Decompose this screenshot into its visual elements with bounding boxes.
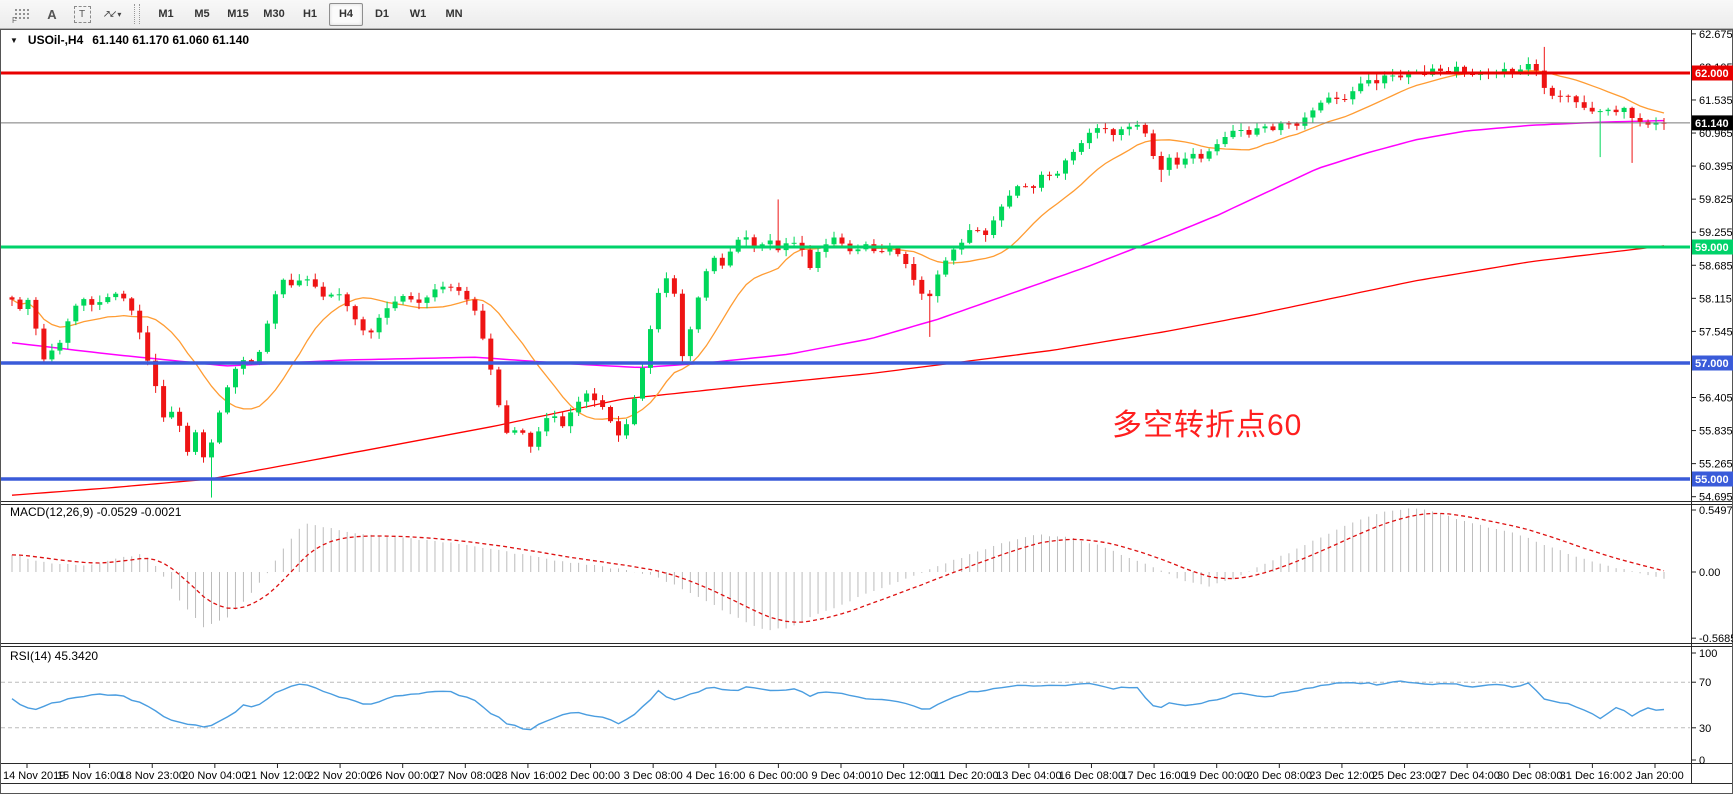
dropdown-caret-icon: ▾ xyxy=(117,9,122,19)
text-tool-glyph: T xyxy=(73,5,91,23)
svg-text:18 Nov 23:00: 18 Nov 23:00 xyxy=(120,770,185,782)
price-badge-62.000 xyxy=(1692,65,1733,81)
svg-text:11 Dec 20:00: 11 Dec 20:00 xyxy=(934,770,999,782)
chart-title-bar[interactable]: ▼ USOil-,H4 61.140 61.170 61.060 61.140 xyxy=(10,33,249,47)
svg-text:55.835: 55.835 xyxy=(1699,426,1733,438)
macd-label: MACD(12,26,9) -0.0529 -0.0021 xyxy=(10,505,182,519)
svg-text:59.000: 59.000 xyxy=(1695,242,1729,254)
svg-text:62.000: 62.000 xyxy=(1695,68,1729,80)
text-label-tool-glyph: A xyxy=(47,6,57,22)
svg-text:61.535: 61.535 xyxy=(1699,95,1733,107)
svg-text:0.00: 0.00 xyxy=(1699,567,1720,579)
svg-text:54.695: 54.695 xyxy=(1699,492,1733,504)
svg-text:31 Dec 16:00: 31 Dec 16:00 xyxy=(1560,770,1625,782)
svg-text:57.545: 57.545 xyxy=(1699,326,1733,338)
svg-text:61.140: 61.140 xyxy=(1695,118,1729,130)
svg-text:4 Dec 16:00: 4 Dec 16:00 xyxy=(686,770,745,782)
svg-text:55.265: 55.265 xyxy=(1699,459,1733,471)
svg-text:14 Nov 2019: 14 Nov 2019 xyxy=(3,770,65,782)
dot-grid-glyph xyxy=(14,7,30,21)
chevron-down-icon[interactable]: ▼ xyxy=(10,35,18,45)
chart-canvas[interactable]: MACD(12,26,9) -0.0529 -0.0021 RSI(14) 45.… xyxy=(0,29,1733,794)
svg-text:2 Jan 20:00: 2 Jan 20:00 xyxy=(1626,770,1684,782)
svg-text:60.965: 60.965 xyxy=(1699,128,1733,140)
svg-text:27 Nov 08:00: 27 Nov 08:00 xyxy=(433,770,498,782)
svg-text:59.825: 59.825 xyxy=(1699,194,1733,206)
svg-text:57.000: 57.000 xyxy=(1695,358,1729,370)
symbol-period-label: USOil-,H4 xyxy=(27,33,84,47)
svg-text:20 Nov 04:00: 20 Nov 04:00 xyxy=(182,770,247,782)
timeframe-W1-button[interactable]: W1 xyxy=(409,8,427,20)
drawing-tools-group: F A T ↗↙ ▾ xyxy=(8,2,128,26)
svg-text:16 Dec 08:00: 16 Dec 08:00 xyxy=(1059,770,1124,782)
svg-text:70: 70 xyxy=(1699,677,1711,689)
rsi-label: RSI(14) 45.3420 xyxy=(10,649,98,663)
timeframe-M5-button[interactable]: M5 xyxy=(194,8,210,20)
svg-text:55.000: 55.000 xyxy=(1695,474,1729,486)
chart-annotation: 多空转折点60 xyxy=(1112,409,1303,442)
chart-window: MACD(12,26,9) -0.0529 -0.0021 RSI(14) 45.… xyxy=(0,29,1733,794)
svg-text:25 Dec 23:00: 25 Dec 23:00 xyxy=(1372,770,1437,782)
svg-text:9 Dec 04:00: 9 Dec 04:00 xyxy=(811,770,870,782)
svg-text:27 Dec 04:00: 27 Dec 04:00 xyxy=(1434,770,1499,782)
main-price-pane xyxy=(1,46,1690,498)
svg-text:28 Nov 16:00: 28 Nov 16:00 xyxy=(495,770,560,782)
svg-text:58.685: 58.685 xyxy=(1699,260,1733,272)
svg-text:6 Dec 00:00: 6 Dec 00:00 xyxy=(749,770,808,782)
svg-text:0.5497: 0.5497 xyxy=(1699,505,1733,517)
timeframe-M30-button[interactable]: M30 xyxy=(263,8,285,20)
svg-text:10 Dec 12:00: 10 Dec 12:00 xyxy=(871,770,936,782)
toolbar-separator xyxy=(134,4,140,24)
svg-text:59.255: 59.255 xyxy=(1699,227,1733,239)
timeframe-H1-button[interactable]: H1 xyxy=(302,8,318,20)
svg-text:23 Dec 12:00: 23 Dec 12:00 xyxy=(1309,770,1374,782)
svg-text:3 Dec 08:00: 3 Dec 08:00 xyxy=(623,770,682,782)
svg-text:62.675: 62.675 xyxy=(1699,29,1733,41)
ohlc-values: 61.140 61.170 61.060 61.140 xyxy=(92,33,250,47)
svg-text:58.115: 58.115 xyxy=(1699,293,1732,305)
text-label-tool-icon[interactable]: A xyxy=(38,2,66,26)
timeframe-MN-button[interactable]: MN xyxy=(445,8,463,20)
svg-text:2 Dec 00:00: 2 Dec 00:00 xyxy=(561,770,620,782)
timeframe-buttons-group: M1 M5 M15 M30 H1 H4 D1 W1 MN xyxy=(148,2,472,26)
price-badge-59.000 xyxy=(1692,239,1733,255)
svg-text:13 Dec 04:00: 13 Dec 04:00 xyxy=(996,770,1061,782)
svg-text:26 Nov 00:00: 26 Nov 00:00 xyxy=(370,770,435,782)
fibonacci-tool-icon[interactable]: F xyxy=(8,2,36,26)
svg-text:60.395: 60.395 xyxy=(1699,161,1733,173)
svg-text:56.405: 56.405 xyxy=(1699,393,1733,405)
svg-text:30 Dec 08:00: 30 Dec 08:00 xyxy=(1497,770,1562,782)
timeframe-M1-button[interactable]: M1 xyxy=(158,8,174,20)
timeframe-M15-button[interactable]: M15 xyxy=(227,8,249,20)
arrows-glyph: ↗↙ xyxy=(102,8,118,20)
svg-text:22 Nov 20:00: 22 Nov 20:00 xyxy=(307,770,372,782)
svg-text:100: 100 xyxy=(1699,648,1717,660)
timeframe-D1-button[interactable]: D1 xyxy=(374,8,390,20)
price-badge-61.140 xyxy=(1692,115,1733,131)
svg-text:30: 30 xyxy=(1699,723,1711,735)
rsi-pane xyxy=(1,680,1690,731)
svg-text:0: 0 xyxy=(1699,755,1705,767)
toolbar: F A T ↗↙ ▾ M1 M5 M15 M30 H1 H4 D1 W1 MN xyxy=(0,0,1733,29)
arrows-tool-icon[interactable]: ↗↙ ▾ xyxy=(98,2,126,26)
price-badge-55.000 xyxy=(1692,471,1733,487)
text-tool-icon[interactable]: T xyxy=(68,2,96,26)
svg-text:17 Dec 16:00: 17 Dec 16:00 xyxy=(1121,770,1186,782)
fibonacci-letter: F xyxy=(12,16,17,25)
svg-text:19 Dec 00:00: 19 Dec 00:00 xyxy=(1184,770,1249,782)
price-badge-57.000 xyxy=(1692,355,1733,371)
price-scale[interactable]: 62.67562.10561.53560.96560.39559.82559.2… xyxy=(1691,29,1733,767)
timeframe-H4-button[interactable]: H4 xyxy=(329,2,363,26)
svg-text:15 Nov 16:00: 15 Nov 16:00 xyxy=(57,770,122,782)
svg-text:21 Nov 12:00: 21 Nov 12:00 xyxy=(245,770,310,782)
svg-text:20 Dec 08:00: 20 Dec 08:00 xyxy=(1247,770,1312,782)
svg-text:-0.5685: -0.5685 xyxy=(1699,633,1733,645)
macd-pane xyxy=(11,508,1665,631)
